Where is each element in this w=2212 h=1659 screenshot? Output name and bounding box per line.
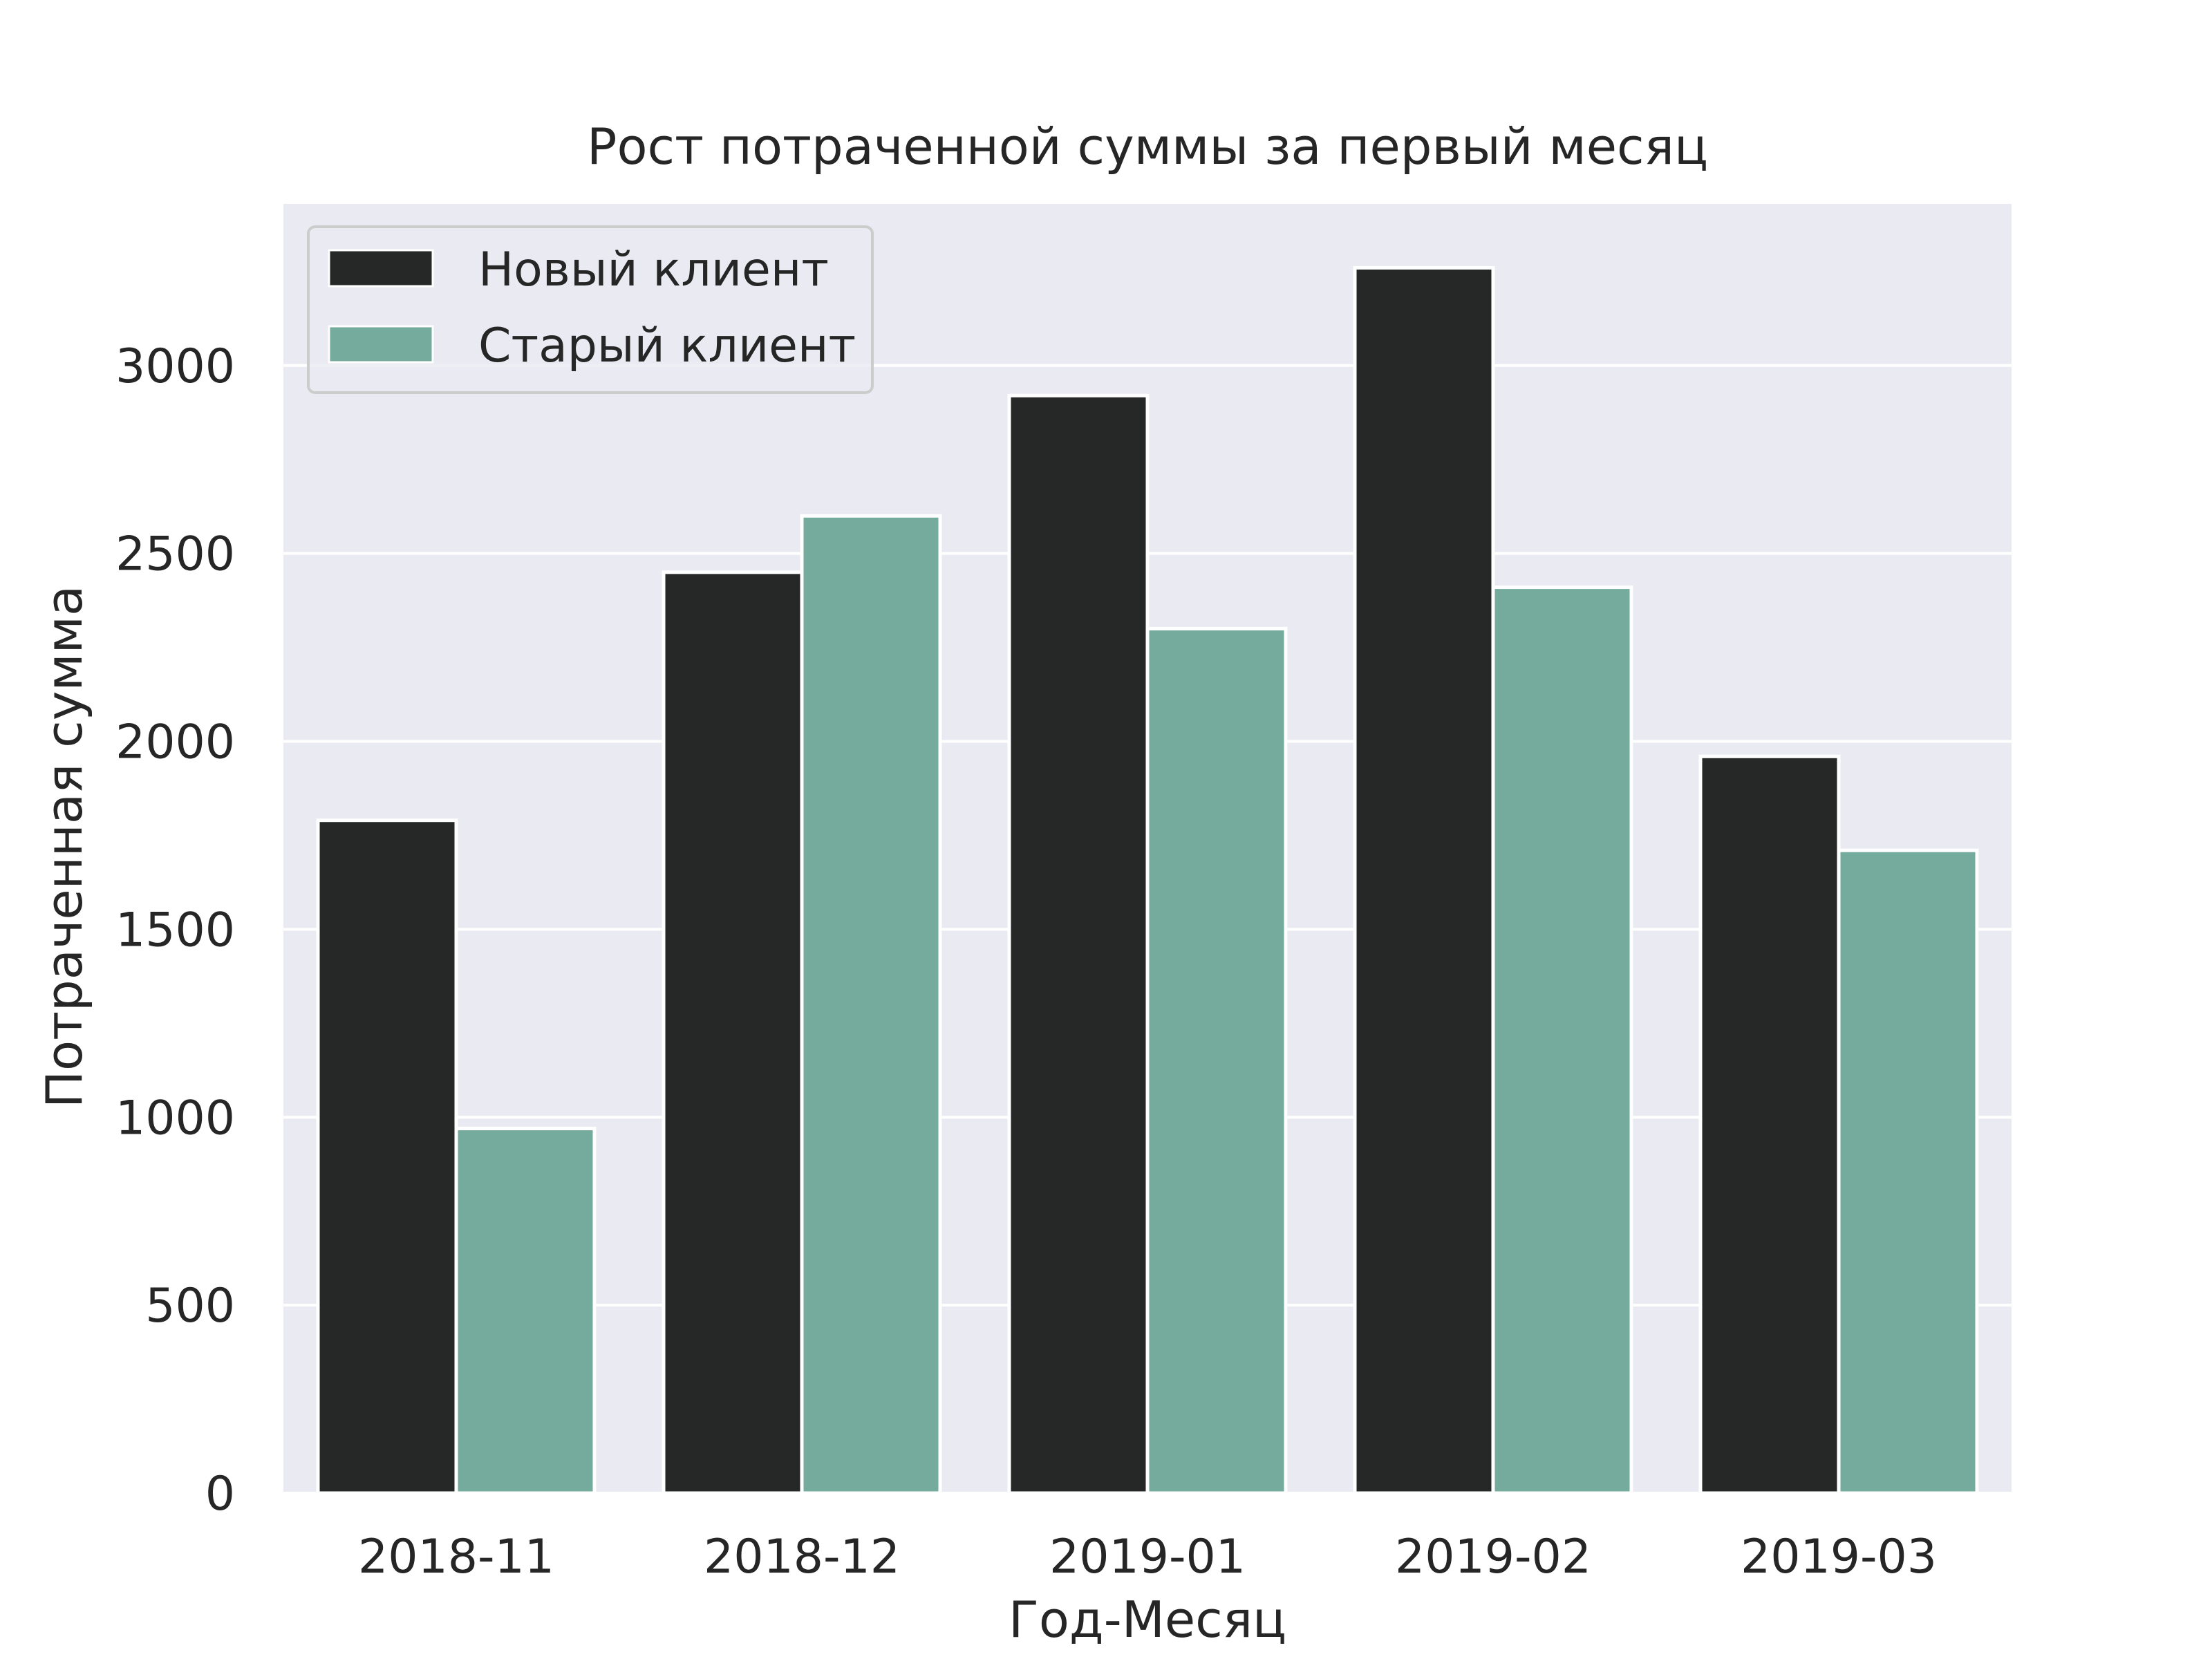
bar-old-client-2019-03	[1837, 848, 1979, 1495]
y-tick-label: 0	[205, 1467, 235, 1521]
bar-old-client-2018-11	[454, 1127, 597, 1495]
y-tick-label: 2500	[115, 527, 235, 582]
bar-new-client-2019-03	[1698, 754, 1841, 1495]
legend-label-old-client: Старый клиент	[478, 319, 856, 373]
legend-swatch-old-client	[328, 325, 434, 364]
legend-swatch-new-client	[328, 249, 434, 288]
bar-new-client-2019-02	[1353, 265, 1495, 1495]
y-tick-label: 2000	[115, 715, 235, 770]
y-tick-label: 1500	[115, 903, 235, 957]
bar-new-client-2019-01	[1007, 393, 1150, 1495]
legend-frame	[307, 225, 874, 394]
bar-old-client-2019-02	[1491, 585, 1633, 1495]
bars	[316, 265, 1979, 1495]
x-axis-label: Год-Месяц	[1009, 1591, 1286, 1649]
x-tick-label: 2018-11	[358, 1530, 554, 1584]
y-tick-label: 3000	[115, 339, 235, 394]
y-tick-label: 500	[145, 1279, 235, 1333]
bar-old-client-2018-12	[800, 514, 942, 1495]
x-tick-label: 2018-12	[704, 1530, 900, 1584]
x-tick-label: 2019-02	[1395, 1530, 1591, 1584]
x-tick-label: 2019-03	[1741, 1530, 1937, 1584]
y-tick-labels: 0 500 1000 1500 2000 2500 3000	[115, 339, 235, 1521]
bar-old-client-2019-01	[1145, 626, 1288, 1495]
x-tick-labels: 2018-11 2018-12 2019-01 2019-02 2019-03	[358, 1530, 1937, 1584]
chart-title: Рост потраченной суммы за первый месяц	[587, 118, 1708, 176]
bar-new-client-2018-11	[316, 818, 458, 1495]
legend-label-new-client: Новый клиент	[478, 243, 829, 297]
legend: Новый клиент Старый клиент	[307, 225, 874, 394]
x-tick-label: 2019-01	[1049, 1530, 1246, 1584]
bar-new-client-2018-12	[662, 570, 804, 1495]
y-axis-label: Потраченная сумма	[35, 585, 93, 1108]
y-tick-label: 1000	[115, 1091, 235, 1145]
